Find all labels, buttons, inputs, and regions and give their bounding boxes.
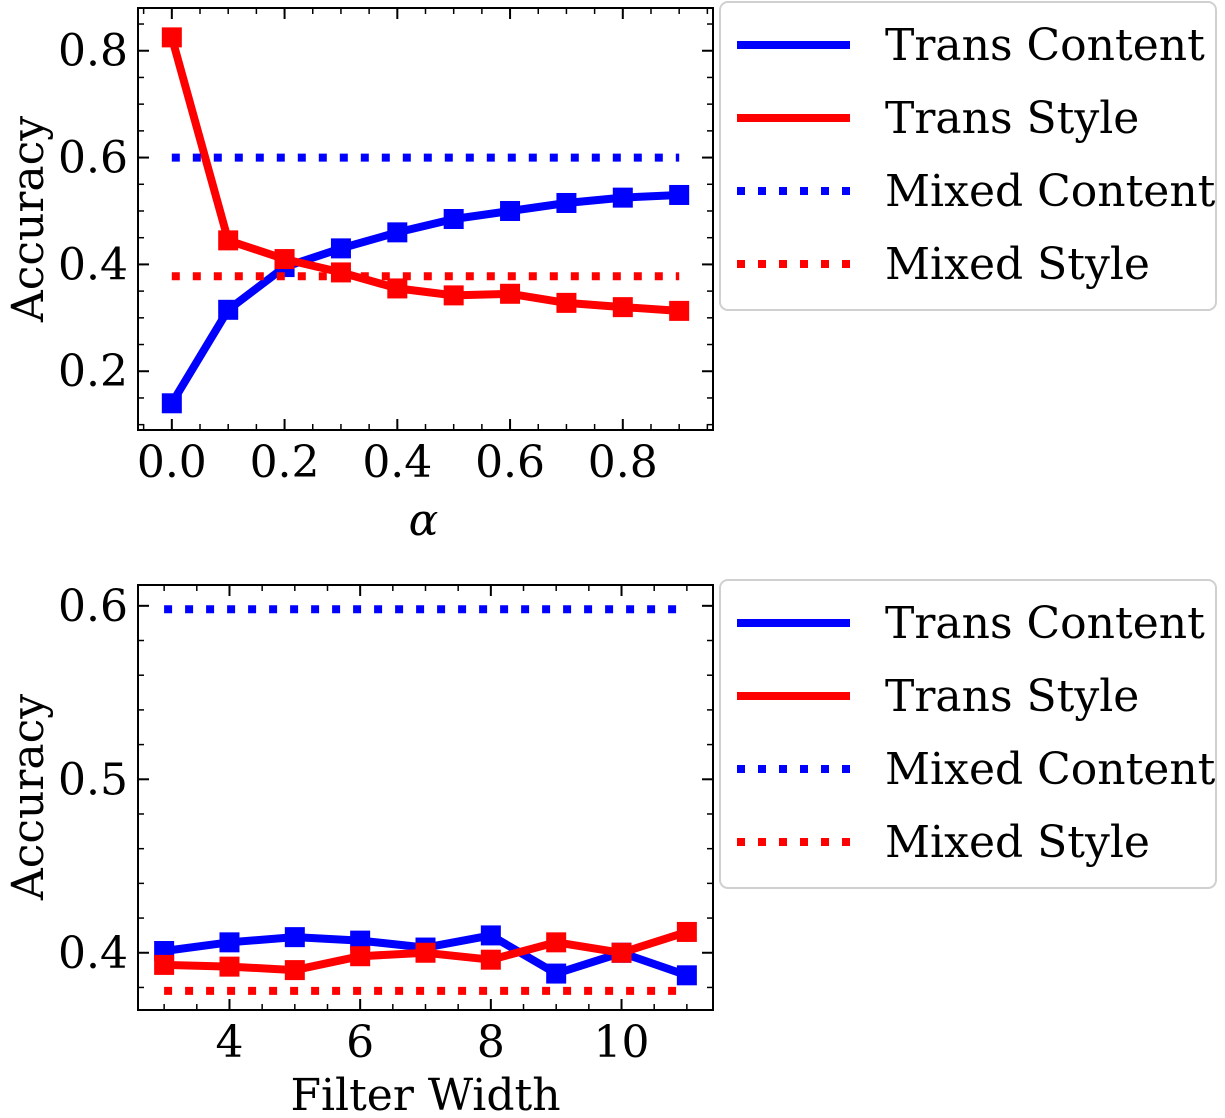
data-point	[612, 187, 633, 208]
data-point	[415, 942, 436, 963]
data-point	[611, 942, 632, 963]
data-point	[350, 930, 371, 951]
x-tick-label: 0.6	[475, 437, 545, 488]
data-point	[676, 965, 697, 986]
y-axis-label: Accuracy	[3, 694, 54, 901]
x-tick-label: 10	[594, 1017, 650, 1068]
series-trans-content	[161, 184, 690, 414]
x-tick-label: 4	[215, 1017, 243, 1068]
legend-label: Mixed Content	[885, 744, 1216, 795]
data-point	[612, 297, 633, 318]
x-tick-label: 0.2	[250, 437, 320, 488]
legend: Trans Content Trans Style Mixed Content Mix…	[719, 579, 1217, 889]
y-tick-label: 0.6	[58, 581, 128, 632]
data-point	[443, 209, 464, 229]
data-point	[161, 27, 182, 48]
data-point	[546, 963, 567, 984]
y-tick-label: 0.2	[58, 346, 128, 397]
data-point	[219, 932, 240, 953]
data-point	[387, 278, 408, 299]
y-tick-label: 0.4	[58, 239, 128, 290]
data-point	[330, 238, 351, 259]
data-point	[274, 249, 295, 270]
data-point	[350, 946, 371, 967]
data-point	[161, 393, 182, 414]
y-tick-label: 0.8	[58, 26, 128, 77]
legend-label: Mixed Style	[885, 239, 1150, 290]
y-tick-label: 0.4	[58, 928, 128, 979]
x-tick-label: 0.4	[362, 437, 432, 488]
y-tick-label: 0.5	[58, 754, 128, 805]
data-point	[556, 292, 577, 313]
legend-box	[719, 1, 1217, 311]
legend-label: Mixed Style	[885, 817, 1150, 868]
legend-box	[719, 579, 1217, 889]
data-point	[154, 954, 175, 975]
data-point	[669, 184, 690, 205]
data-point	[387, 222, 408, 243]
x-tick-label: 8	[477, 1017, 505, 1068]
data-point	[443, 285, 464, 306]
data-point	[556, 192, 577, 213]
legend-label: Trans Content	[885, 20, 1205, 71]
legend-label: Mixed Content	[885, 166, 1216, 217]
x-tick-label: 0.0	[137, 437, 207, 488]
data-point	[480, 925, 501, 946]
series-trans-style	[161, 27, 690, 321]
data-point	[669, 300, 690, 321]
series-line	[167, 36, 680, 315]
legend-label: Trans Style	[885, 671, 1139, 722]
series-line	[168, 191, 680, 406]
data-point	[676, 921, 697, 942]
chart-panel-1: 0.0 0.2 0.4 0.6 0.80.20.40.60.8αAccuracyTran…	[3, 1, 1217, 546]
data-point	[480, 949, 501, 970]
legend-label: Trans Style	[885, 93, 1139, 144]
data-point	[500, 283, 521, 304]
data-point	[500, 200, 521, 221]
y-tick-label: 0.6	[58, 133, 128, 184]
x-axis-label: Filter Width	[290, 1070, 560, 1118]
legend-label: Trans Content	[885, 598, 1205, 649]
legend: Trans Content Trans Style Mixed Content Mix…	[719, 1, 1217, 311]
data-point	[218, 299, 239, 320]
data-point	[284, 960, 305, 981]
y-axis-label: Accuracy	[3, 116, 54, 323]
series-trans-style	[154, 921, 697, 981]
x-tick-label: 0.8	[588, 437, 658, 488]
x-axis-label: α	[409, 495, 439, 546]
data-point	[546, 932, 567, 953]
data-point	[219, 956, 240, 977]
data-point	[218, 230, 239, 251]
x-tick-label: 6	[346, 1017, 374, 1068]
chart-panel-2: 4 6 8 10 0.4 0.5 0.6 Filter Width Accuracy Trans …	[3, 579, 1217, 1118]
data-point	[284, 927, 305, 948]
